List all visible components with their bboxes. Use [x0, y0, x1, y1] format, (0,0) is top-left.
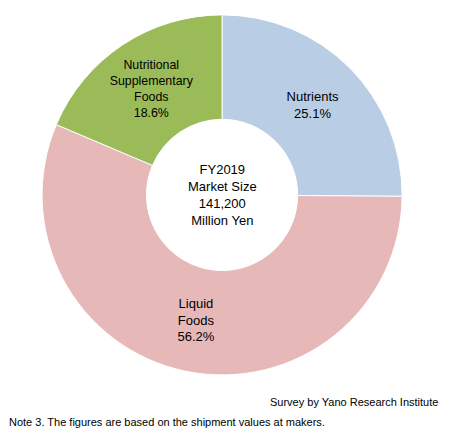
svg-text:Note 3. The figures are based: Note 3. The figures are based on the shi… — [9, 416, 325, 428]
svg-text:Survey by Yano Research Instit: Survey by Yano Research Institute — [270, 396, 438, 408]
svg-text:LiquidFoods56.2%: LiquidFoods56.2% — [177, 296, 214, 345]
svg-text:NutritionalSupplementaryFoods1: NutritionalSupplementaryFoods18.6% — [110, 58, 194, 120]
svg-text:Nutrients25.1%: Nutrients25.1% — [287, 89, 340, 121]
svg-text:FY2019Market Size141,200Millio: FY2019Market Size141,200Million Yen — [188, 162, 257, 228]
